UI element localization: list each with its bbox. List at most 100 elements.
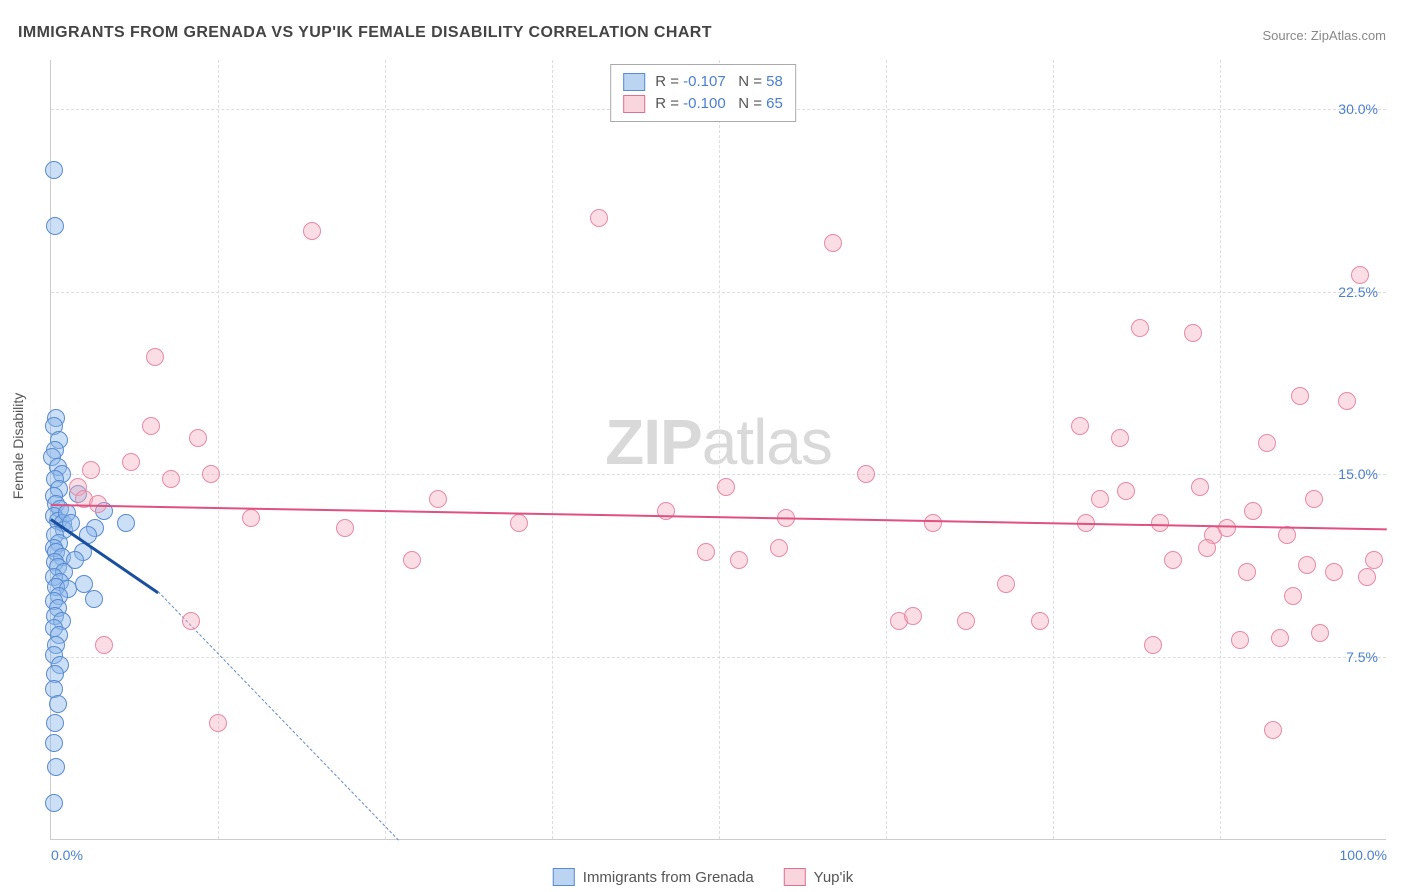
legend-swatch-pink [784,868,806,886]
scatter-marker [997,575,1015,593]
scatter-marker [1298,556,1316,574]
scatter-marker [1291,387,1309,405]
scatter-marker [46,217,64,235]
scatter-marker [1365,551,1383,569]
scatter-marker [957,612,975,630]
scatter-marker [45,794,63,812]
scatter-marker [824,234,842,252]
scatter-marker [1278,526,1296,544]
scatter-marker [1271,629,1289,647]
scatter-marker [1338,392,1356,410]
scatter-marker [1258,434,1276,452]
scatter-marker [1091,490,1109,508]
scatter-marker [182,612,200,630]
scatter-marker [122,453,140,471]
r-value: -0.107 [683,73,726,90]
n-label: N = [738,95,766,112]
r-label: R = [655,73,683,90]
scatter-marker [1351,266,1369,284]
gridline-v [719,60,720,839]
scatter-marker [1071,417,1089,435]
scatter-marker [1325,563,1343,581]
stats-legend: R = -0.107 N = 58 R = -0.100 N = 65 [610,64,796,122]
scatter-marker [117,514,135,532]
gridline-v [1053,60,1054,839]
x-tick-label: 100.0% [1340,847,1387,863]
scatter-marker [1305,490,1323,508]
scatter-marker [510,514,528,532]
scatter-marker [49,695,67,713]
scatter-marker [95,636,113,654]
scatter-marker [89,495,107,513]
gridline-v [886,60,887,839]
n-label: N = [738,73,766,90]
y-tick-label: 7.5% [1346,649,1378,665]
y-axis-label: Female Disability [10,393,26,500]
scatter-marker [1358,568,1376,586]
r-label: R = [655,95,683,112]
scatter-marker [1284,587,1302,605]
scatter-marker [142,417,160,435]
scatter-marker [47,758,65,776]
scatter-marker [770,539,788,557]
legend-swatch-pink [623,95,645,113]
n-value: 58 [766,73,783,90]
scatter-marker [242,509,260,527]
scatter-marker [45,734,63,752]
scatter-marker [717,478,735,496]
scatter-marker [82,461,100,479]
y-tick-label: 30.0% [1338,101,1378,117]
scatter-marker [857,465,875,483]
stats-legend-row-1: R = -0.100 N = 65 [623,93,783,115]
watermark-bold: ZIP [605,406,702,478]
scatter-marker [924,514,942,532]
scatter-marker [336,519,354,537]
scatter-marker [189,429,207,447]
y-tick-label: 15.0% [1338,466,1378,482]
legend-stats-0: R = -0.107 N = 58 [655,71,783,93]
stats-legend-row-0: R = -0.107 N = 58 [623,71,783,93]
scatter-marker [1311,624,1329,642]
gridline-v [552,60,553,839]
scatter-marker [590,209,608,227]
series-legend-item-1: Yup'ik [784,868,854,886]
scatter-marker [146,348,164,366]
scatter-marker [209,714,227,732]
scatter-chart-area: ZIPatlas 7.5%15.0%22.5%30.0%0.0%100.0% [50,60,1386,840]
scatter-marker [1244,502,1262,520]
chart-title: IMMIGRANTS FROM GRENADA VS YUP'IK FEMALE… [18,24,712,42]
scatter-marker [46,714,64,732]
scatter-marker [45,161,63,179]
x-tick-label: 0.0% [51,847,83,863]
scatter-marker [429,490,447,508]
scatter-marker [1218,519,1236,537]
scatter-marker [730,551,748,569]
y-tick-label: 22.5% [1338,284,1378,300]
scatter-marker [1144,636,1162,654]
r-value: -0.100 [683,95,726,112]
scatter-marker [202,465,220,483]
scatter-marker [303,222,321,240]
legend-stats-1: R = -0.100 N = 65 [655,93,783,115]
scatter-marker [697,543,715,561]
series-label: Immigrants from Grenada [583,869,754,886]
n-value: 65 [766,95,783,112]
scatter-marker [1131,319,1149,337]
scatter-marker [1184,324,1202,342]
scatter-marker [1111,429,1129,447]
series-legend: Immigrants from Grenada Yup'ik [553,868,853,886]
scatter-marker [85,590,103,608]
scatter-marker [66,551,84,569]
series-legend-item-0: Immigrants from Grenada [553,868,754,886]
scatter-marker [1198,539,1216,557]
scatter-marker [1231,631,1249,649]
legend-swatch-blue [623,73,645,91]
scatter-marker [1264,721,1282,739]
gridline-v [1220,60,1221,839]
watermark-light: atlas [702,406,832,478]
source-attribution: Source: ZipAtlas.com [1262,28,1386,43]
legend-swatch-blue [553,868,575,886]
scatter-marker [1031,612,1049,630]
scatter-marker [1164,551,1182,569]
series-label: Yup'ik [814,869,854,886]
